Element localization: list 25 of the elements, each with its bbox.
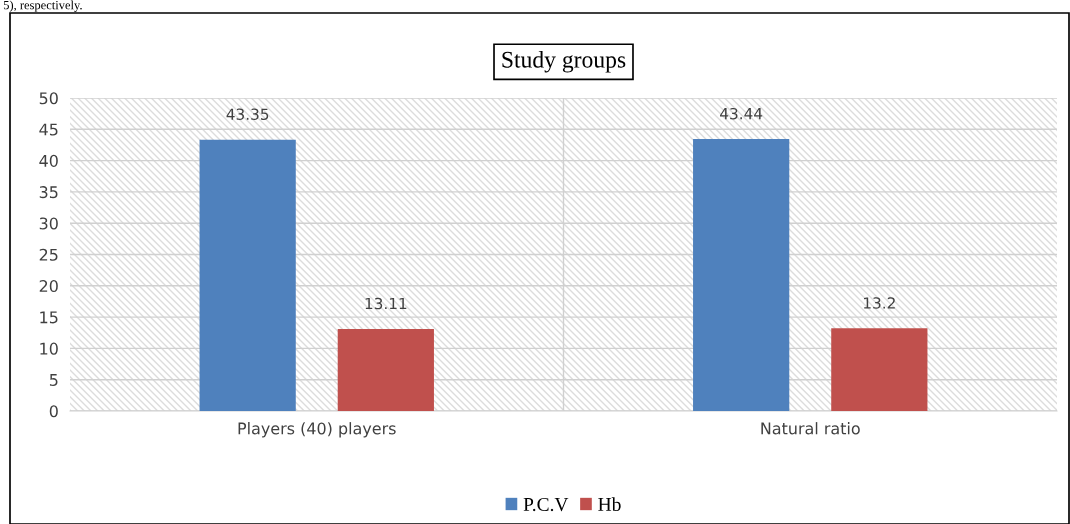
legend-label: P.C.V [523, 497, 569, 512]
y-tick-label: 15 [40, 311, 58, 324]
y-tick-label: 50 [39, 92, 58, 105]
x-tick-label: Players (40) players [238, 422, 396, 438]
bar [199, 139, 296, 411]
data-label: 13.2 [864, 297, 895, 309]
chart-title: Study groups [502, 51, 626, 73]
y-tick-label: 45 [39, 123, 58, 136]
y-tick-label: 35 [39, 186, 58, 199]
bar [831, 328, 928, 411]
data-label: 43.44 [720, 107, 763, 120]
x-tick-label: Natural ratio [761, 422, 860, 435]
text: 5), respectively. [3, 0, 82, 12]
y-tick-label: 20 [39, 280, 58, 293]
bar [693, 139, 790, 411]
data-label: 13.11 [365, 297, 407, 310]
y-tick-label: 0 [49, 405, 58, 418]
y-tick-label: 40 [39, 154, 58, 167]
legend-label: Hb [598, 497, 621, 512]
bar [337, 328, 434, 411]
data-label: 43.35 [226, 108, 269, 120]
y-tick-label: 10 [40, 342, 58, 355]
y-tick-label: 5 [49, 374, 58, 386]
y-tick-label: 30 [39, 217, 58, 230]
y-tick-label: 25 [39, 248, 58, 261]
